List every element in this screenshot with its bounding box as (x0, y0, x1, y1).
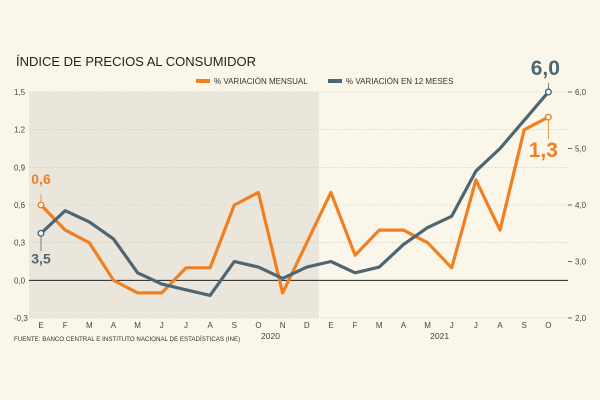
x-tick-label: S (522, 321, 527, 330)
annotation-marker (37, 229, 45, 237)
right-axis-ticks: 2,0 3,0 4,0 5,0 6,0 (568, 88, 587, 323)
legend: % VARIACIÓN MENSUAL % VARIACIÓN EN 12 ME… (196, 77, 453, 86)
left-tick-label: -0,3 (14, 314, 28, 323)
annotation-label: 1,3 (529, 139, 558, 162)
x-tick-label: M (86, 321, 93, 330)
right-tick-label: 6,0 (575, 88, 587, 97)
x-tick-label: E (328, 321, 333, 330)
x-tick-label: D (304, 321, 310, 330)
year-label: 2020 (261, 331, 280, 341)
left-tick-label: 1,5 (14, 88, 26, 97)
annotation-marker (37, 201, 45, 209)
x-tick-label: J (184, 321, 188, 330)
x-tick-label: A (207, 321, 213, 330)
x-tick-label: A (401, 321, 407, 330)
annotation-marker (544, 88, 552, 96)
right-tick-label: 3,0 (575, 258, 587, 267)
left-tick-label: 0,0 (14, 276, 26, 285)
series-line-monthly (39, 115, 551, 295)
series-lines (39, 90, 551, 297)
x-tick-label: M (376, 321, 383, 330)
x-tick-label: J (160, 321, 164, 330)
right-tick-label: 4,0 (575, 201, 587, 210)
annotations: 0,6 3,5 6,0 1,3 (31, 57, 560, 266)
x-tick-label: F (353, 321, 358, 330)
x-tick-label: M (424, 321, 431, 330)
left-tick-label: 0,3 (14, 239, 26, 248)
source-note: FUENTE: BANCO CENTRAL E INSTITUTO NACION… (14, 336, 240, 343)
year-labels: 2020 2021 (261, 331, 449, 341)
series-line-yearly (39, 90, 551, 297)
chart-title: ÍNDICE DE PRECIOS AL CONSUMIDOR (16, 54, 256, 69)
legend-label-monthly: % VARIACIÓN MENSUAL (214, 77, 308, 86)
left-tick-label: 0,6 (14, 201, 26, 210)
year-label: 2021 (430, 331, 449, 341)
left-tick-label: 1,2 (14, 126, 26, 135)
right-tick-label: 2,0 (575, 314, 587, 323)
right-tick-label: 5,0 (575, 145, 587, 154)
x-tick-label: M (134, 321, 141, 330)
x-tick-label: J (450, 321, 454, 330)
annotation-marker (544, 113, 552, 121)
legend-label-yearly: % VARIACIÓN EN 12 MESES (346, 77, 453, 86)
x-tick-label: A (497, 321, 503, 330)
annotation-label: 6,0 (531, 57, 560, 80)
annotation-label: 3,5 (31, 250, 51, 266)
x-tick-label: S (232, 321, 237, 330)
x-tick-label: N (280, 321, 286, 330)
x-tick-label: F (63, 321, 68, 330)
x-tick-label: A (111, 321, 117, 330)
x-tick-label: E (38, 321, 43, 330)
annotation-label: 0,6 (31, 171, 51, 187)
x-tick-label: O (545, 321, 551, 330)
x-tick-label: O (255, 321, 261, 330)
left-axis-ticks: -0,3 0,0 0,3 0,6 0,9 1,2 1,5 (14, 88, 28, 323)
x-tick-label: J (474, 321, 478, 330)
left-tick-label: 0,9 (14, 163, 26, 172)
